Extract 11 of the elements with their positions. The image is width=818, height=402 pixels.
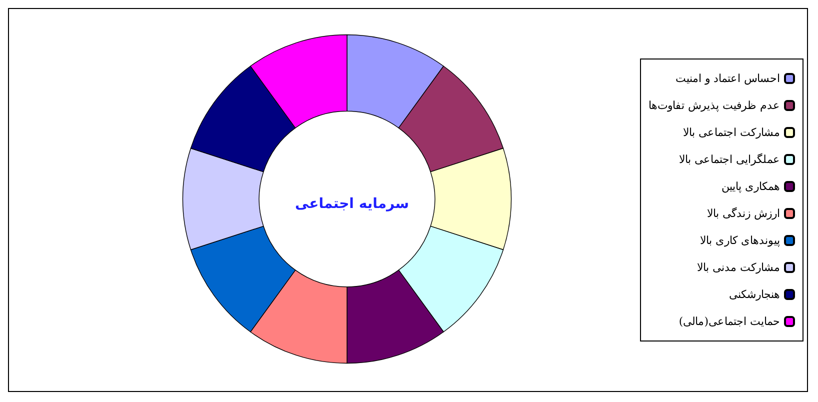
legend-label: حمایت اجتماعی(مالی): [678, 315, 780, 328]
legend-label: عملگرایی اجتماعی بالا: [679, 153, 780, 166]
legend-label: هنجارشکنی: [729, 288, 780, 301]
legend-label: مشارکت مدنی بالا: [697, 261, 780, 274]
legend-label: احساس اعتماد و امنیت: [676, 72, 780, 85]
legend-label: همکاری پایین: [722, 180, 780, 193]
text: سرمایه اجتماعی: [295, 196, 409, 212]
legend-label: مشارکت اجتماعی بالا: [683, 126, 780, 139]
legend-label: ارزش زندگی بالا: [707, 207, 780, 220]
legend-label: عدم ظرفیت پذیرش تفاوت‌ها: [648, 99, 780, 112]
legend-label: پیوندهای کاری بالا: [700, 234, 780, 247]
